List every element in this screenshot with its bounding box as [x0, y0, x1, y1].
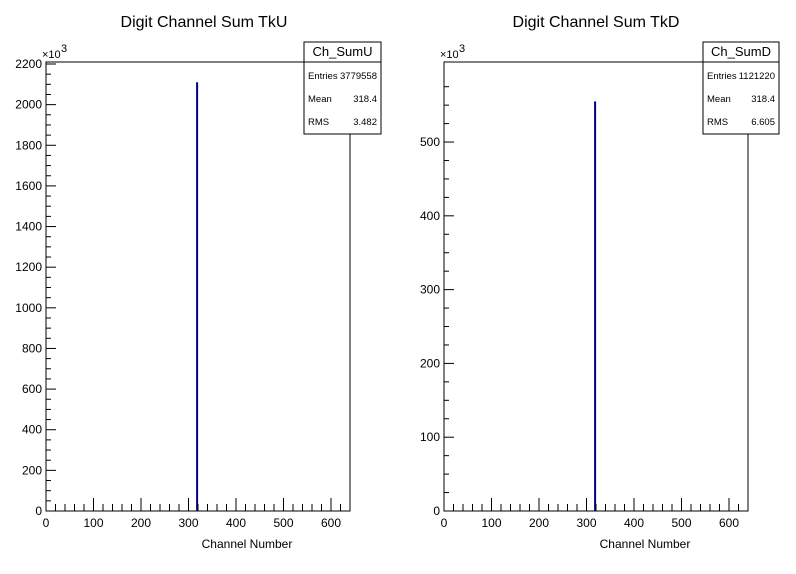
stats-row-label: RMS	[707, 117, 728, 128]
y-tick-label: 600	[22, 382, 42, 396]
y-tick-label: 1800	[15, 138, 42, 152]
chart-title: Digit Channel Sum TkU	[121, 14, 288, 31]
y-tick-label: 2000	[15, 98, 42, 112]
histogram-bar	[594, 101, 597, 511]
y-tick-label: 200	[22, 463, 42, 477]
stats-row-label: Mean	[707, 94, 731, 105]
stats-row-label: Mean	[308, 94, 332, 105]
stats-row-label: Entries	[707, 71, 737, 82]
x-tick-label: 200	[131, 516, 151, 530]
y-tick-label: 400	[420, 209, 440, 223]
y-tick-label: 1000	[15, 301, 42, 315]
y-tick-label: 2200	[15, 57, 42, 71]
stats-row-value: 6.605	[751, 117, 775, 128]
y-tick-label: 1200	[15, 260, 42, 274]
y-axis-multiplier: ×10	[42, 49, 61, 61]
x-tick-label: 400	[624, 516, 644, 530]
stats-row-value: 3779558	[340, 71, 377, 82]
x-axis-title: Channel Number	[600, 537, 691, 551]
x-tick-label: 300	[178, 516, 198, 530]
histogram-panel: Digit Channel Sum TkD 0 100 200 300 400 500 600…	[420, 14, 780, 551]
x-tick-label: 400	[226, 516, 246, 530]
y-tick-label: 0	[433, 504, 440, 518]
x-tick-label: 100	[481, 516, 501, 530]
x-tick-label: 300	[576, 516, 596, 530]
stats-row-label: Entries	[308, 71, 338, 82]
stats-box: Ch_SumD Entries 1121220 Mean 318.4 RMS 6.605	[702, 41, 780, 135]
y-axis-multiplier-exponent: 3	[459, 43, 465, 55]
stats-box: Ch_SumU Entries 3779558 Mean 318.4 RMS 3.482	[303, 41, 382, 135]
stats-box-name: Ch_SumU	[313, 44, 373, 59]
y-tick-label: 300	[420, 283, 440, 297]
x-tick-label: 100	[83, 516, 103, 530]
y-tick-label: 0	[35, 504, 42, 518]
stats-box-name: Ch_SumD	[711, 44, 771, 59]
x-tick-label: 500	[273, 516, 293, 530]
y-tick-label: 1600	[15, 179, 42, 193]
histogram-panel: Digit Channel Sum TkU 0 100 200 300 400 500 600…	[15, 14, 382, 551]
stats-row-value: 1121220	[739, 71, 775, 82]
y-tick-label: 500	[420, 135, 440, 149]
histogram-bar	[196, 82, 199, 511]
x-tick-label: 500	[671, 516, 691, 530]
stats-box-frame	[702, 41, 780, 135]
y-tick-label: 400	[22, 423, 42, 437]
y-axis-multiplier: ×10	[440, 49, 459, 61]
stats-row-value: 318.4	[353, 94, 377, 105]
y-tick-label: 800	[22, 341, 42, 355]
stats-row-label: RMS	[308, 117, 329, 128]
x-tick-label: 0	[43, 516, 50, 530]
y-axis-multiplier-exponent: 3	[61, 43, 67, 55]
x-tick-label: 0	[441, 516, 448, 530]
stats-row-value: 318.4	[751, 94, 775, 105]
y-tick-label: 200	[420, 356, 440, 370]
x-axis-title: Channel Number	[202, 537, 293, 551]
stats-box-frame	[303, 41, 382, 135]
x-tick-label: 600	[719, 516, 739, 530]
x-tick-label: 200	[529, 516, 549, 530]
y-tick-label: 1400	[15, 220, 42, 234]
x-tick-label: 600	[321, 516, 341, 530]
y-tick-label: 100	[420, 430, 440, 444]
stats-row-value: 3.482	[353, 117, 377, 128]
chart-title: Digit Channel Sum TkD	[513, 14, 680, 31]
